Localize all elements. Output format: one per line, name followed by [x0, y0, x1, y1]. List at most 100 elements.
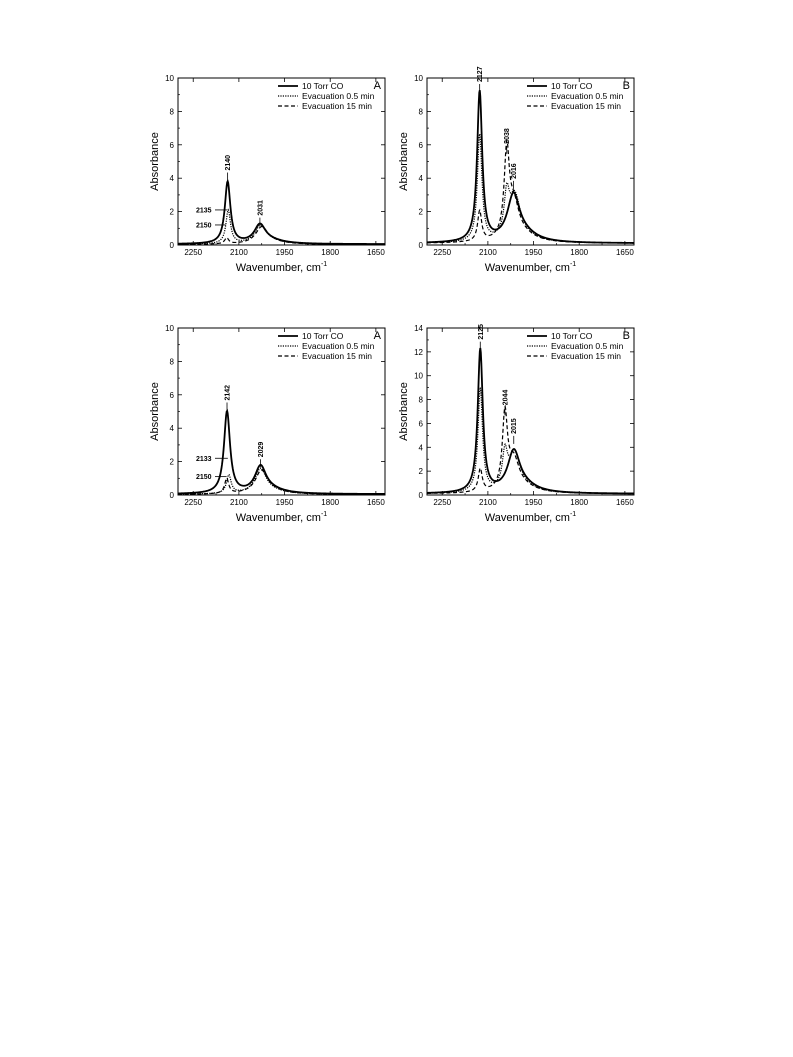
y-axis-title: Absorbance	[149, 132, 161, 191]
y-tick-label: 6	[419, 419, 424, 428]
series-line-dashed	[178, 469, 385, 495]
panel-label: A	[374, 80, 382, 92]
chart-panel-top-right-B: 2250 2100 1950 1800 1650 0 2 4 6 8 10 Wavenumber, c…	[398, 66, 635, 274]
y-tick-label: 6	[170, 391, 175, 400]
legend-label: Evacuation 15 min	[302, 101, 372, 111]
x-tick-label: 1950	[276, 248, 294, 257]
peak-annotation: 2125	[478, 324, 485, 340]
y-tick-label: 2	[419, 208, 424, 217]
x-tick-label: 2100	[230, 248, 248, 257]
x-tick-label: 2100	[479, 248, 497, 257]
y-axis-title: Absorbance	[398, 132, 410, 191]
peak-annotation: 2031	[257, 200, 264, 216]
peak-annotation: 2127	[477, 66, 484, 82]
x-tick-label: 2250	[184, 498, 202, 507]
x-tick-label: 1950	[525, 498, 543, 507]
x-tick-label: 1950	[276, 498, 294, 507]
y-tick-label: 6	[419, 141, 424, 150]
x-axis-title: Wavenumber, cm-1	[485, 261, 577, 274]
peak-annotation: 2029	[258, 442, 265, 458]
series-line-dashed	[427, 139, 634, 244]
y-tick-label: 0	[170, 491, 175, 500]
series-group	[427, 90, 634, 244]
chart-panel-bottom-right-B: 2250 2100 1950 1800 1650 0 2 4 6 8 10 12 14 Wavenumbe…	[398, 324, 635, 524]
panel-label: A	[374, 330, 382, 342]
series-line-dotted	[427, 387, 634, 495]
x-axis-title-text: Wavenumber, cm	[236, 512, 321, 524]
panel-label: B	[623, 330, 630, 342]
x-axis-title-superscript: -1	[321, 261, 327, 268]
y-tick-label: 4	[170, 174, 175, 183]
y-tick-label: 0	[170, 241, 175, 250]
y-tick-label: 0	[419, 491, 424, 500]
y-tick-label: 8	[419, 396, 424, 405]
x-axis-title-superscript: -1	[321, 511, 327, 518]
y-tick-label: 8	[170, 357, 175, 366]
x-tick-label: 1800	[321, 248, 339, 257]
y-tick-label: 4	[419, 174, 424, 183]
y-tick-label: 2	[170, 208, 175, 217]
series-line-dashed	[427, 404, 634, 495]
x-axis-title-text: Wavenumber, cm	[485, 512, 570, 524]
y-tick-label: 0	[419, 241, 424, 250]
legend-label: Evacuation 15 min	[551, 101, 621, 111]
x-axis-title-text: Wavenumber, cm	[236, 262, 321, 274]
legend-label: 10 Torr CO	[551, 331, 593, 341]
y-tick-label: 10	[165, 74, 174, 83]
y-tick-label: 10	[414, 74, 423, 83]
x-tick-label: 2250	[433, 248, 451, 257]
series-group	[427, 347, 634, 495]
x-axis-title: Wavenumber, cm-1	[236, 261, 328, 274]
y-tick-label: 4	[170, 424, 175, 433]
x-tick-label: 1800	[321, 498, 339, 507]
peak-annotation: 2135	[196, 207, 212, 214]
y-tick-label: 2	[419, 467, 424, 476]
y-axis-title: Absorbance	[398, 382, 410, 441]
legend-label: Evacuation 0.5 min	[302, 91, 375, 101]
peak-annotation: 2142	[225, 385, 232, 401]
x-axis-title-superscript: -1	[570, 511, 576, 518]
peak-annotation: 2140	[225, 155, 232, 171]
peak-annotation: 2016	[511, 163, 518, 179]
peak-annotation: 2150	[196, 474, 212, 481]
peak-annotation: 2015	[511, 418, 518, 434]
y-tick-label: 8	[419, 107, 424, 116]
peak-annotation: 2038	[504, 128, 511, 144]
x-axis-title: Wavenumber, cm-1	[236, 511, 328, 524]
legend-label: Evacuation 0.5 min	[551, 91, 624, 101]
y-tick-label: 8	[170, 107, 175, 116]
peak-annotation: 2044	[502, 390, 509, 406]
peak-annotation: 2133	[196, 456, 212, 463]
y-tick-label: 12	[414, 348, 423, 357]
x-tick-label: 1650	[616, 248, 634, 257]
x-tick-label: 1650	[367, 498, 385, 507]
legend-label: Evacuation 0.5 min	[551, 341, 624, 351]
legend-label: 10 Torr CO	[302, 81, 344, 91]
series-line-solid	[178, 408, 385, 495]
x-axis-title: Wavenumber, cm-1	[485, 511, 577, 524]
x-tick-label: 2100	[479, 498, 497, 507]
legend-label: Evacuation 15 min	[551, 351, 621, 361]
x-tick-label: 1800	[570, 248, 588, 257]
series-line-solid	[427, 347, 634, 495]
series-line-solid	[427, 90, 634, 244]
x-tick-label: 2250	[184, 248, 202, 257]
x-tick-label: 2250	[433, 498, 451, 507]
series-group	[178, 408, 385, 495]
legend-label: 10 Torr CO	[551, 81, 593, 91]
series-group	[178, 178, 385, 245]
x-axis-title-superscript: -1	[570, 261, 576, 268]
x-tick-label: 1950	[525, 248, 543, 257]
y-tick-label: 6	[170, 141, 175, 150]
chart-panel-bottom-left-A: 2250 2100 1950 1800 1650 0 2 4 6 8 10 Wavenumber, c…	[149, 324, 386, 524]
x-axis-title-text: Wavenumber, cm	[485, 262, 570, 274]
y-tick-label: 14	[414, 324, 423, 333]
x-tick-label: 2100	[230, 498, 248, 507]
x-tick-label: 1800	[570, 498, 588, 507]
x-tick-label: 1650	[616, 498, 634, 507]
peak-annotation: 2150	[196, 222, 212, 229]
panel-label: B	[623, 80, 630, 92]
series-line-dashed	[178, 225, 385, 245]
y-tick-label: 4	[419, 443, 424, 452]
